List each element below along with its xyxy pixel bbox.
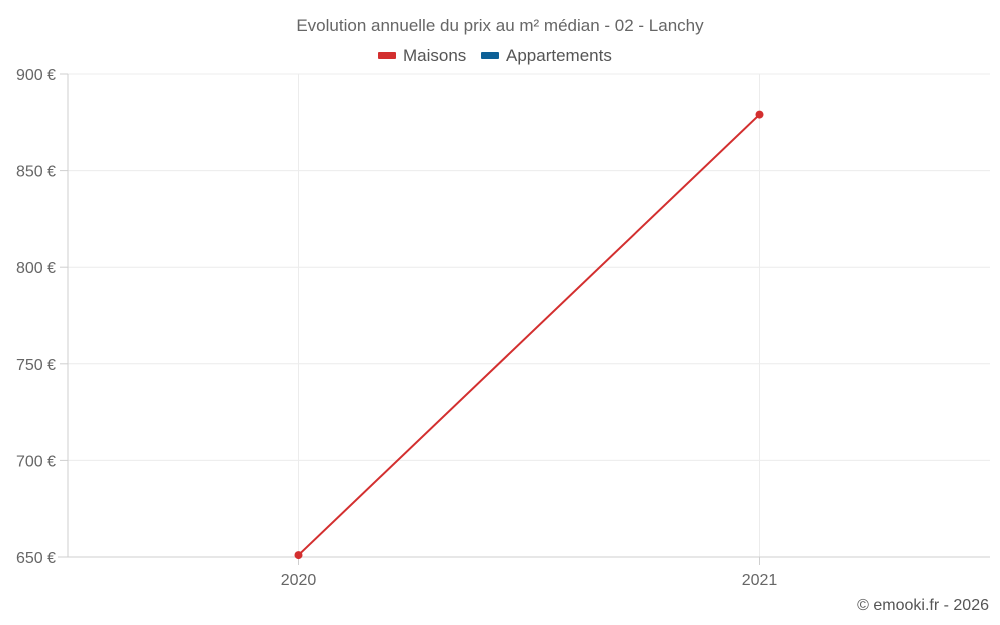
legend-item-appartements[interactable]: Appartements (481, 46, 612, 65)
y-tick-label: 650 € (16, 550, 56, 567)
y-gridlines (68, 73, 990, 461)
chart-title: Evolution annuelle du prix au m² médian … (296, 16, 704, 35)
x-tick-label: 2020 (281, 572, 317, 589)
x-gridlines (298, 74, 760, 557)
legend: Maisons Appartements (378, 46, 612, 65)
series-layer (294, 110, 764, 560)
legend-item-maisons[interactable]: Maisons (378, 46, 466, 65)
legend-swatch-maisons (378, 52, 396, 59)
y-tick-label: 750 € (16, 357, 56, 374)
y-tick-label: 700 € (16, 453, 56, 470)
y-axis-ticks: 650 € 700 € 750 € 800 € 850 € 900 € (16, 67, 68, 567)
data-point-maisons[interactable] (294, 551, 303, 560)
data-point-maisons[interactable] (755, 110, 764, 119)
x-tick-label: 2021 (742, 572, 778, 589)
y-tick-label: 900 € (16, 67, 56, 84)
x-axis-ticks: 2020 2021 (281, 557, 778, 589)
legend-label-maisons: Maisons (403, 46, 466, 65)
legend-swatch-appartements (481, 52, 499, 59)
footer-credit: © emooki.fr - 2026 (857, 597, 989, 614)
legend-label-appartements: Appartements (506, 46, 612, 65)
y-tick-label: 800 € (16, 260, 56, 277)
y-tick-label: 850 € (16, 164, 56, 181)
series-line-maisons (297, 113, 761, 556)
